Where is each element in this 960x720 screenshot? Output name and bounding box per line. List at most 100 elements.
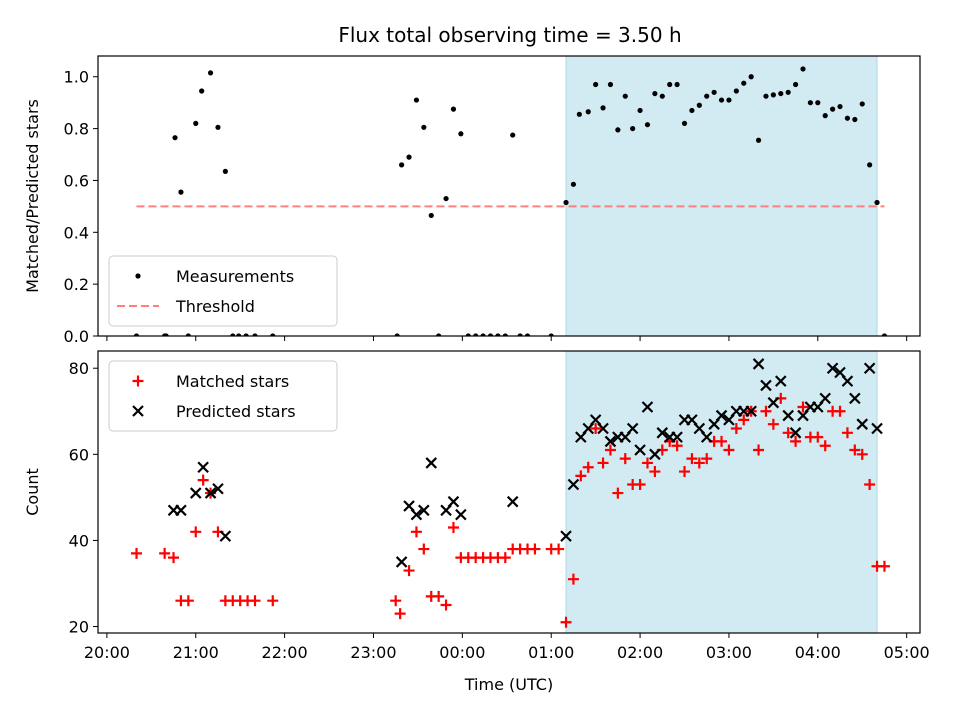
matched-star-marker: [575, 470, 587, 482]
measurement-point: [630, 125, 636, 132]
matched-star-marker: [753, 444, 765, 456]
predicted-star-marker: [212, 482, 224, 495]
matched-star-marker: [864, 478, 876, 490]
measurement-point: [465, 333, 471, 336]
measurement-point: [570, 181, 577, 187]
measurement-point: [178, 189, 184, 195]
measurement-point: [652, 90, 658, 97]
matched-star-marker: [856, 448, 868, 460]
measurement-point: [428, 212, 434, 219]
measurement-point: [659, 93, 665, 99]
measurement-point: [576, 111, 582, 117]
measurement-point: [548, 333, 554, 336]
matched-star-marker: [190, 526, 202, 538]
y-tick-label: 40: [69, 531, 89, 550]
measurement-point: [748, 74, 754, 80]
measurement-point: [837, 103, 843, 110]
matched-star-marker: [849, 444, 861, 456]
predicted-star-marker: [418, 504, 430, 517]
measurement-point: [222, 168, 228, 174]
measurement-point: [770, 92, 776, 98]
measurement-point: [502, 333, 508, 336]
measurement-point: [681, 120, 688, 127]
measurement-point: [421, 124, 427, 130]
measurement-point: [704, 93, 710, 99]
matched-star-marker: [499, 552, 511, 564]
bottom-plot-marks: [131, 351, 890, 633]
measurement-point: [859, 101, 865, 107]
matched-star-marker: [619, 453, 631, 465]
x-tick-label: 01:00: [528, 643, 574, 662]
measurement-point: [711, 89, 717, 95]
matched-star-marker: [612, 487, 624, 499]
measurement-point: [867, 162, 873, 168]
predicted-star-marker: [871, 422, 883, 435]
measurement-point: [622, 93, 628, 99]
measurement-point: [600, 105, 606, 111]
matched-star-marker: [723, 444, 735, 456]
matched-star-marker: [730, 422, 742, 434]
measurement-point: [785, 89, 791, 95]
matched-star-marker: [390, 595, 402, 607]
matched-star-marker: [641, 457, 653, 469]
measurement-point: [881, 333, 888, 336]
predicted-star-marker: [455, 508, 467, 521]
measurement-point: [852, 116, 858, 123]
measurement-point: [615, 127, 621, 133]
measurement-point: [399, 162, 405, 168]
top-axes-frame: [97, 55, 921, 337]
measurement-point: [458, 131, 464, 137]
predicted-star-marker: [789, 427, 802, 439]
predicted-star-marker: [649, 448, 661, 461]
matched-star-marker: [767, 418, 779, 430]
predicted-star-marker: [447, 495, 460, 508]
matched-star-marker: [716, 435, 728, 447]
measurement-point: [473, 333, 479, 336]
predicted-star-marker: [567, 478, 580, 491]
legend-label: Matched stars: [176, 372, 289, 391]
measurement-point: [236, 333, 242, 336]
top-legend: Measurements Threshold: [108, 255, 338, 327]
matched-star-marker: [168, 552, 180, 564]
measurement-point: [230, 333, 236, 336]
matched-star-marker: [701, 453, 713, 465]
predicted-star-marker: [219, 530, 232, 542]
y-tick-label: 80: [69, 359, 89, 378]
matched-star-marker: [878, 560, 890, 572]
measurement-point: [718, 97, 725, 103]
measurement-point: [674, 81, 680, 88]
measurement-point: [480, 333, 486, 336]
x-tick-label: 03:00: [706, 643, 752, 662]
predicted-star-marker: [197, 461, 209, 474]
matched-star-marker: [440, 599, 452, 611]
predicted-star-marker: [856, 418, 869, 430]
legend-dot-swatch: [135, 273, 141, 279]
measurement-point: [517, 333, 523, 336]
y-tick-label: 1.0: [64, 68, 89, 87]
measurement-point: [755, 137, 762, 143]
matched-star-marker: [567, 573, 579, 585]
matched-star-marker: [418, 543, 430, 555]
predicted-star-marker: [782, 409, 794, 422]
x-axis-label: Time (UTC): [464, 675, 553, 694]
matched-star-marker: [529, 543, 541, 555]
measurement-point: [450, 106, 457, 112]
measurement-point: [193, 120, 199, 127]
predicted-star-marker: [626, 422, 639, 435]
measurement-point: [637, 107, 643, 114]
measurement-point: [252, 333, 258, 336]
measurement-point: [822, 113, 828, 119]
matched-star-marker: [560, 616, 572, 628]
bottom-panel: 20:00 21:00 22:00 23:00 00:00 01:00 02:00 03:00…: [23, 350, 930, 694]
predicted-star-marker: [410, 508, 423, 521]
predicted-star-marker: [826, 362, 839, 374]
x-tick-label: 23:00: [350, 643, 396, 662]
measurement-point: [830, 106, 836, 112]
predicted-star-marker: [604, 435, 617, 448]
measurement-point: [800, 66, 806, 72]
measurement-point: [644, 122, 651, 128]
matched-star-marker: [634, 478, 646, 490]
legend-label: Predicted stars: [176, 402, 296, 421]
measurement-point: [510, 132, 516, 138]
